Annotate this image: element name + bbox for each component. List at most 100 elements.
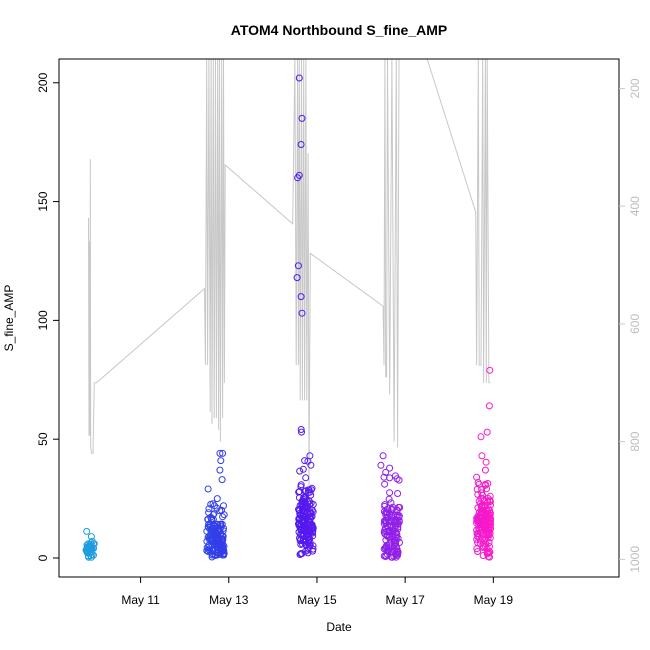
data-point <box>204 485 212 493</box>
data-point <box>381 502 389 510</box>
data-point <box>216 507 224 515</box>
data-point <box>205 505 213 513</box>
data-point <box>475 480 483 488</box>
data-point <box>392 529 400 537</box>
data-point <box>296 551 304 558</box>
data-point <box>478 452 486 460</box>
data-point <box>297 141 305 148</box>
data-point <box>304 546 312 554</box>
data-point <box>486 492 494 500</box>
data-point <box>477 433 485 441</box>
data-point <box>206 547 214 554</box>
data-point <box>306 500 314 508</box>
data-point <box>386 464 394 472</box>
data-point <box>382 552 390 559</box>
data-point <box>480 496 488 504</box>
data-point <box>391 518 399 526</box>
data-point <box>300 494 308 502</box>
data-point <box>85 553 93 561</box>
data-point <box>393 513 401 521</box>
data-point <box>484 531 492 539</box>
data-point <box>211 552 219 559</box>
data-point <box>387 499 395 507</box>
data-point <box>298 114 306 122</box>
data-point <box>473 473 481 481</box>
data-point <box>309 529 317 537</box>
data-point <box>309 547 317 555</box>
data-point <box>479 552 487 559</box>
data-point <box>219 449 227 457</box>
data-point <box>385 495 393 503</box>
secondary-line-path <box>88 59 491 489</box>
data-point <box>296 467 304 475</box>
data-point <box>298 309 306 317</box>
data-point <box>380 517 388 525</box>
data-point <box>220 502 227 510</box>
data-point <box>295 74 303 82</box>
right-tick-label: 1000 <box>628 546 642 573</box>
data-point <box>479 544 487 552</box>
data-point <box>384 509 391 517</box>
data-point <box>84 545 92 553</box>
data-point <box>207 500 215 508</box>
data-point <box>486 511 494 519</box>
data-point <box>301 537 309 544</box>
y-tick-label: 150 <box>36 191 50 211</box>
data-point <box>298 500 306 508</box>
data-point <box>486 366 494 374</box>
data-point <box>386 474 394 482</box>
data-point <box>294 174 302 182</box>
data-point <box>380 473 388 481</box>
data-point <box>217 457 225 465</box>
data-point <box>216 466 224 474</box>
data-point <box>205 520 212 528</box>
data-point <box>475 533 483 541</box>
data-point <box>208 515 215 523</box>
data-point <box>383 550 391 558</box>
data-point <box>393 475 401 483</box>
y-tick-label: 100 <box>36 310 50 330</box>
data-point <box>298 497 306 505</box>
data-point <box>209 532 217 540</box>
data-point <box>203 537 211 545</box>
data-point <box>297 550 305 558</box>
data-point <box>305 486 313 494</box>
data-point <box>479 509 487 517</box>
y-axis-label: S_fine_AMP <box>2 285 16 352</box>
data-point <box>302 474 310 482</box>
data-point <box>216 449 224 457</box>
data-point <box>303 526 311 534</box>
secondary-gray-line <box>88 59 491 489</box>
data-point <box>474 516 482 524</box>
y-tick-label: 200 <box>36 72 50 92</box>
data-point <box>387 522 395 530</box>
x-tick-label: May 11 <box>121 593 160 607</box>
data-point <box>219 550 227 558</box>
data-point <box>387 518 395 526</box>
data-point <box>303 541 310 549</box>
data-point <box>486 553 493 561</box>
data-point <box>297 481 305 489</box>
data-point <box>390 545 398 552</box>
data-point <box>474 548 482 555</box>
axes: May 11 May 13 May 15 May 17 May 19 0 50 100 150 2… <box>36 58 642 607</box>
data-point <box>209 511 217 519</box>
data-point <box>220 511 228 519</box>
data-point <box>394 549 402 557</box>
right-tick-label: 400 <box>628 196 642 216</box>
data-point <box>389 548 397 556</box>
x-axis-label: Date <box>326 620 352 634</box>
data-point <box>306 452 314 460</box>
y-tick-label: 50 <box>36 432 50 446</box>
x-tick-label: May 13 <box>209 593 249 607</box>
data-point <box>394 490 402 497</box>
x-tick-label: May 19 <box>474 593 514 607</box>
chart-title: ATOM4 Northbound S_fine_AMP <box>231 22 447 38</box>
data-point <box>215 527 223 535</box>
data-point <box>483 428 491 436</box>
data-point <box>485 402 493 410</box>
data-point <box>296 523 304 531</box>
data-point <box>298 428 305 436</box>
plot-frame <box>58 58 620 578</box>
data-point <box>304 530 312 538</box>
